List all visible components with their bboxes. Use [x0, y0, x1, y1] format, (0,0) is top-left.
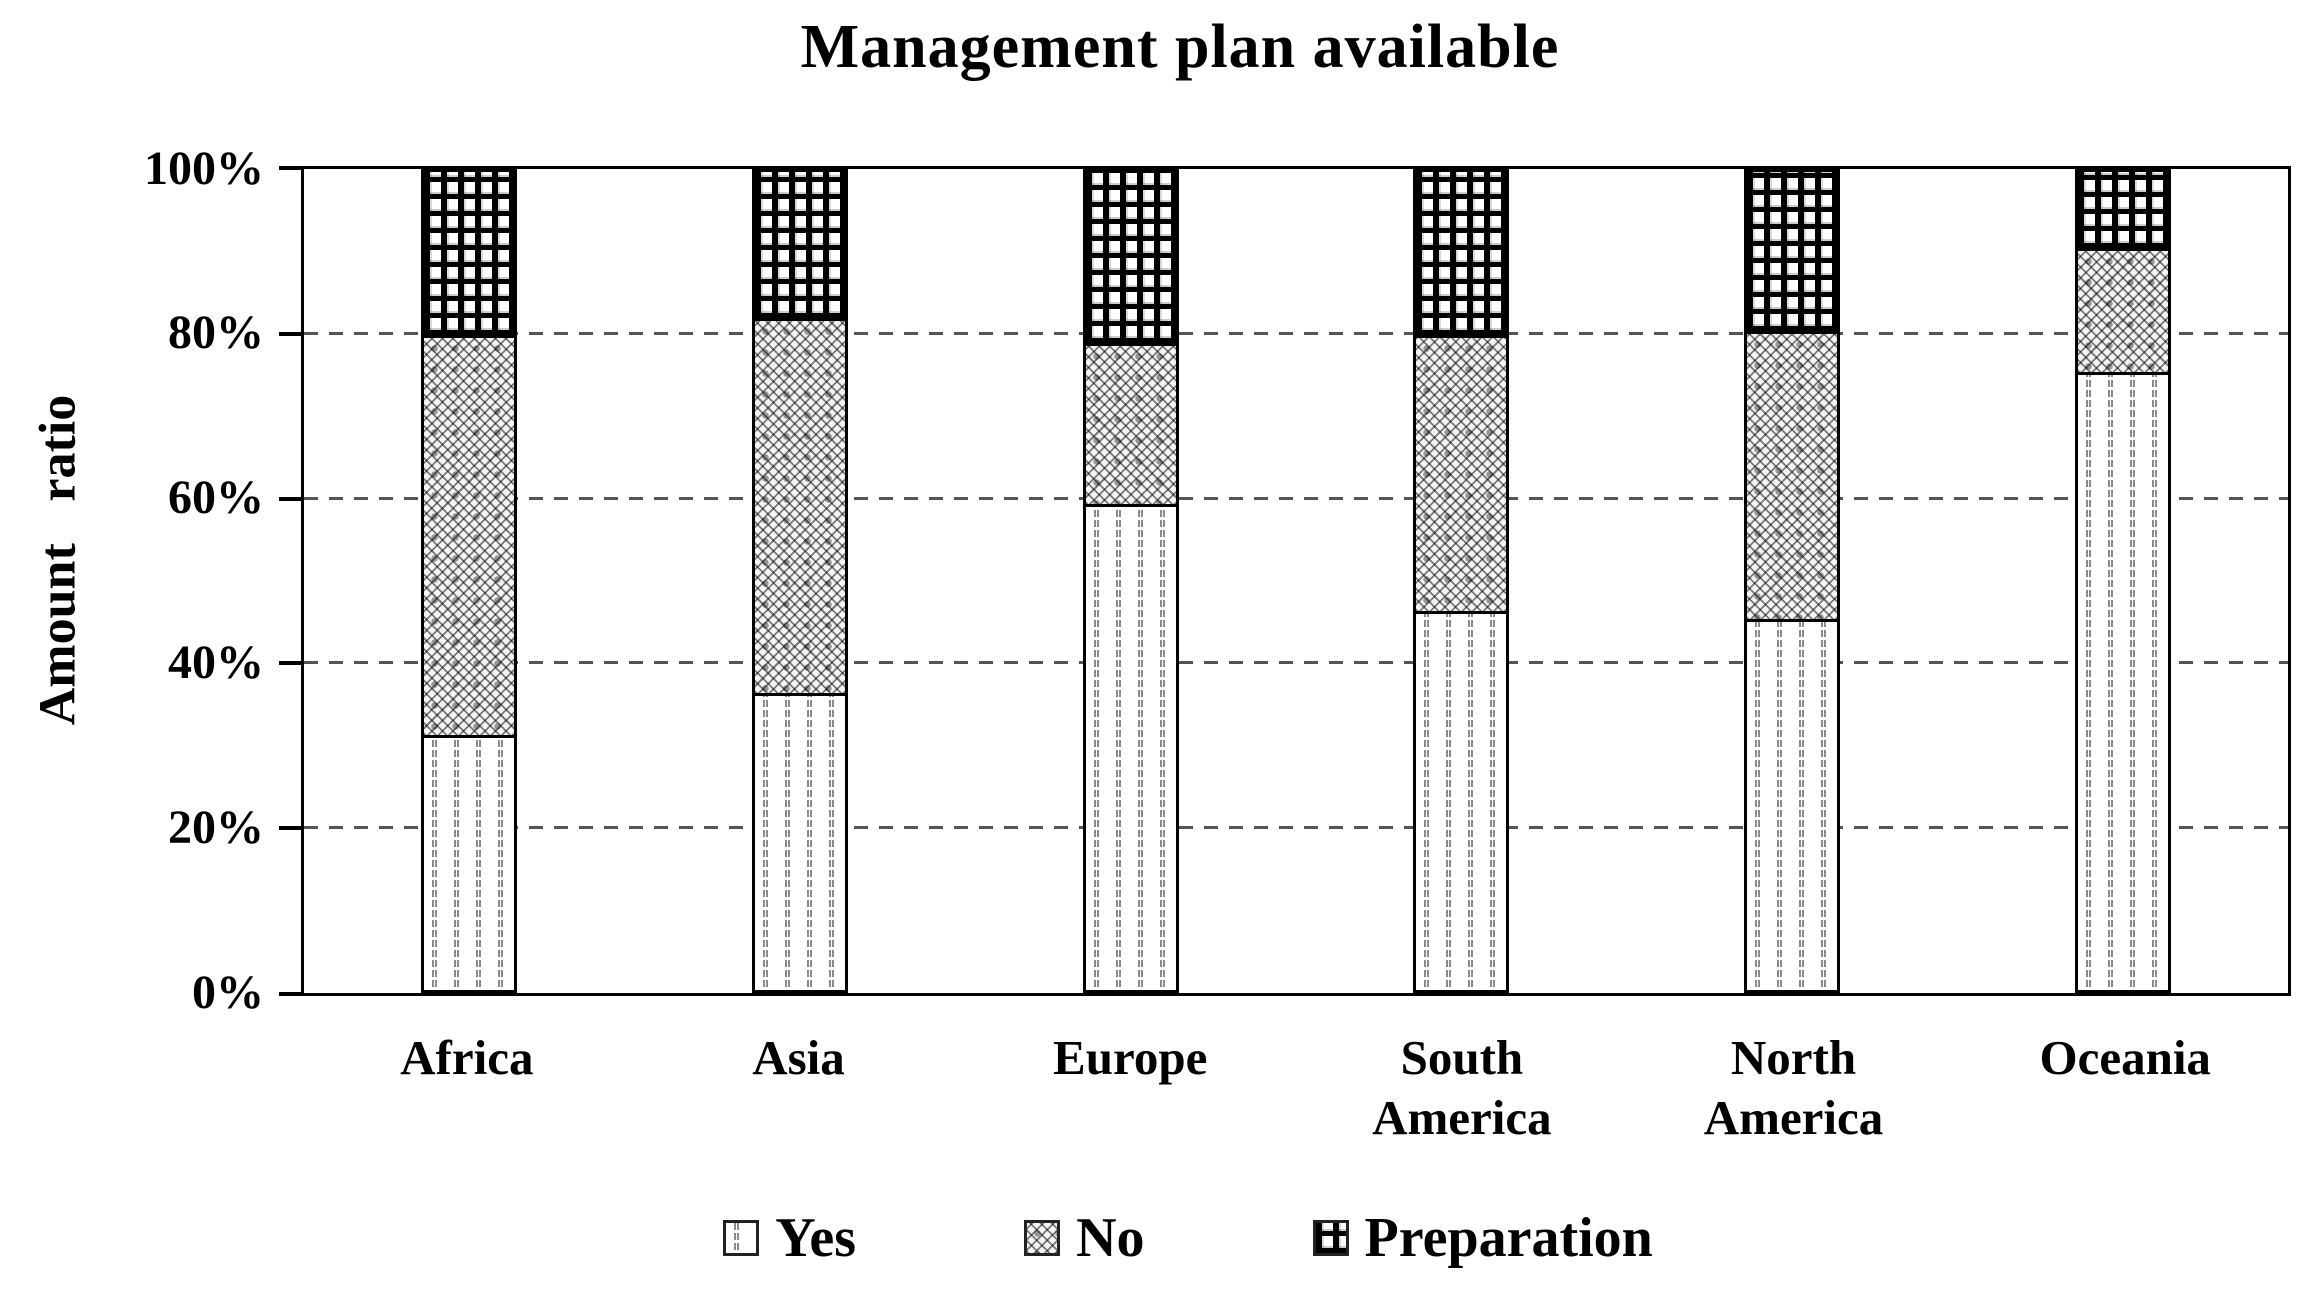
bar-slot-north-america: [1627, 169, 1958, 993]
plot-area: [279, 166, 2291, 996]
bar-asia-yes-segment: [752, 696, 848, 993]
legend-item-preparation: Preparation: [1312, 1207, 1653, 1269]
legend-label-yes: Yes: [775, 1207, 857, 1269]
bar-south-america-no-segment: [1413, 337, 1510, 614]
y-tick-mark-40: [279, 661, 301, 666]
gridline-80-percent: [304, 331, 2288, 335]
bar-slot-asia: [635, 169, 966, 993]
bar-slot-europe: [965, 169, 1296, 993]
legend-swatch-no-icon: [1024, 1220, 1061, 1256]
y-tick-label-80: 80%: [168, 306, 264, 359]
legend-item-no: No: [1024, 1207, 1145, 1269]
x-label-africa: Africa: [400, 1030, 534, 1085]
bar-north-america-yes-segment: [1744, 622, 1841, 993]
bar-north-america-preparation-segment: [1744, 169, 1841, 334]
x-label-europe: Europe: [1053, 1030, 1208, 1085]
bar-south-america-preparation-segment: [1413, 169, 1510, 338]
y-tick-label-0: 0%: [192, 966, 264, 1019]
bar-north-america: [1744, 169, 1841, 993]
legend-label-no: No: [1076, 1207, 1145, 1269]
y-tick-label-100: 100%: [144, 142, 264, 195]
bar-europe-no-segment: [1082, 346, 1179, 507]
legend-label-preparation: Preparation: [1364, 1207, 1653, 1269]
y-tick-label-60: 60%: [168, 471, 264, 524]
y-tick-mark-20: [279, 826, 301, 831]
bar-europe-preparation-segment: [1082, 169, 1179, 347]
bar-oceania-no-segment: [2074, 251, 2171, 375]
bar-europe-yes-segment: [1082, 506, 1179, 993]
y-tick-mark-80: [279, 331, 301, 336]
legend-swatch-yes-icon: [723, 1220, 760, 1256]
legend: Yes No Preparation: [30, 1208, 2316, 1268]
y-tick-mark-0: [279, 992, 301, 996]
bar-oceania-yes-segment: [2074, 375, 2171, 993]
y-tick-mark-100: [279, 166, 301, 170]
gridline-40-percent: [304, 661, 2288, 665]
bar-south-america-yes-segment: [1413, 613, 1510, 993]
bar-slot-africa: [304, 169, 635, 993]
gridline-60-percent: [304, 496, 2288, 500]
y-tick-label-20: 20%: [168, 801, 264, 854]
legend-swatch-preparation-icon: [1312, 1220, 1349, 1256]
bar-slot-oceania: [1957, 169, 2288, 993]
bar-slot-south-america: [1296, 169, 1627, 993]
x-axis-labels: Africa Asia Europe South America North A…: [301, 1028, 2291, 1148]
y-tick-label-40: 40%: [168, 636, 264, 689]
chart-title: Management plan available: [800, 13, 1560, 81]
bar-africa-no-segment: [421, 337, 518, 738]
bar-africa-yes-segment: [421, 737, 518, 993]
gridline-20-percent: [304, 826, 2288, 830]
y-tick-mark-60: [279, 496, 301, 501]
bar-asia-no-segment: [752, 321, 848, 697]
bar-asia: [752, 169, 848, 993]
bar-asia-preparation-segment: [752, 169, 848, 322]
bar-south-america: [1413, 169, 1510, 993]
x-label-oceania: Oceania: [2039, 1030, 2211, 1085]
bar-africa-preparation-segment: [421, 169, 518, 338]
bar-oceania: [2074, 169, 2171, 993]
bar-oceania-preparation-segment: [2074, 169, 2171, 252]
bars-container: [304, 169, 2288, 993]
x-label-south-america: South America: [1372, 1030, 1552, 1145]
bar-north-america-no-segment: [1744, 333, 1841, 623]
x-label-north-america: North America: [1703, 1030, 1884, 1145]
bar-europe: [1082, 169, 1179, 993]
x-label-asia: Asia: [752, 1030, 845, 1085]
legend-item-yes: Yes: [723, 1208, 856, 1268]
bar-africa: [421, 169, 518, 993]
